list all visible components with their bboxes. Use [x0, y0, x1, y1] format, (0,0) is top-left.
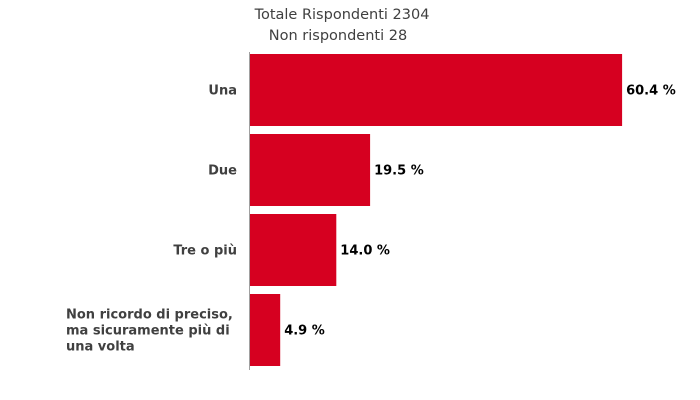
value-label: 60.4 % — [626, 84, 676, 99]
value-label: 4.9 % — [284, 324, 325, 339]
bar — [250, 294, 281, 366]
category-label: Non ricordo di preciso, ma sicuramente pi… — [66, 308, 233, 355]
category-label: Una — [208, 84, 237, 99]
value-label: 14.0 % — [340, 244, 390, 259]
bar — [250, 214, 337, 286]
category-label: Tre o più — [173, 244, 237, 259]
bars-group: 60.4 % Una 19.5 % Due 14.0 % Tre o più 4.9 % No… — [66, 54, 676, 366]
category-label: Due — [208, 164, 237, 179]
chart-title: Totale Rispondenti 2304 — [254, 7, 430, 23]
value-label: 19.5 % — [374, 164, 424, 179]
bar — [250, 134, 371, 206]
chart-subtitle: Non rispondenti 28 — [269, 28, 407, 44]
bar — [250, 54, 623, 126]
